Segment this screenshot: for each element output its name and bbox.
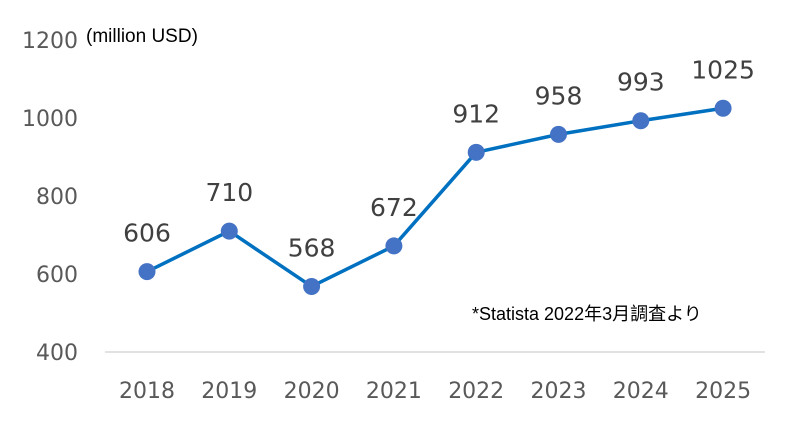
series-line	[146, 106, 724, 289]
x-tick-label: 2023	[531, 379, 587, 404]
data-label: 606	[123, 219, 171, 248]
x-axis: 2018 2019 2020 2021 2022 2023 2024 2025	[119, 379, 751, 404]
x-tick-label: 2020	[284, 379, 340, 404]
data-labels: 606 710 568 672 912 958 993 1025	[123, 55, 755, 262]
unit-label: (million USD)	[86, 26, 198, 47]
data-label: 568	[288, 233, 336, 262]
y-tick-label: 800	[36, 185, 78, 210]
x-tick-label: 2021	[366, 379, 422, 404]
y-tick-label: 1200	[22, 29, 78, 54]
data-label: 958	[535, 81, 583, 110]
source-note: *Statista 2022年3月調査より	[472, 304, 702, 324]
data-label: 993	[617, 68, 665, 97]
x-tick-label: 2025	[695, 379, 751, 404]
data-point	[385, 237, 403, 255]
data-label: 710	[205, 178, 253, 207]
data-point	[714, 99, 732, 117]
x-tick-label: 2024	[613, 379, 669, 404]
y-axis: 400 600 800 1000 1200	[22, 29, 78, 366]
data-label: 912	[452, 99, 500, 128]
x-tick-label: 2022	[448, 379, 504, 404]
data-point	[467, 143, 485, 161]
y-tick-label: 1000	[22, 107, 78, 132]
y-tick-label: 600	[36, 263, 78, 288]
x-tick-label: 2018	[119, 379, 175, 404]
data-point	[632, 112, 650, 130]
x-tick-label: 2019	[201, 379, 257, 404]
data-point	[220, 222, 238, 240]
data-point	[550, 125, 567, 143]
data-label: 1025	[691, 55, 755, 84]
y-tick-label: 400	[36, 341, 78, 366]
data-points	[138, 99, 732, 295]
data-point	[138, 263, 156, 281]
data-point	[303, 277, 321, 295]
data-label: 672	[370, 193, 418, 222]
